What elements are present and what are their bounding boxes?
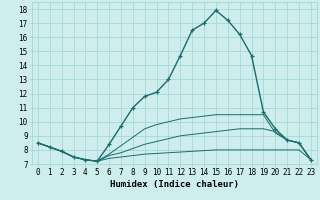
X-axis label: Humidex (Indice chaleur): Humidex (Indice chaleur) — [110, 180, 239, 189]
